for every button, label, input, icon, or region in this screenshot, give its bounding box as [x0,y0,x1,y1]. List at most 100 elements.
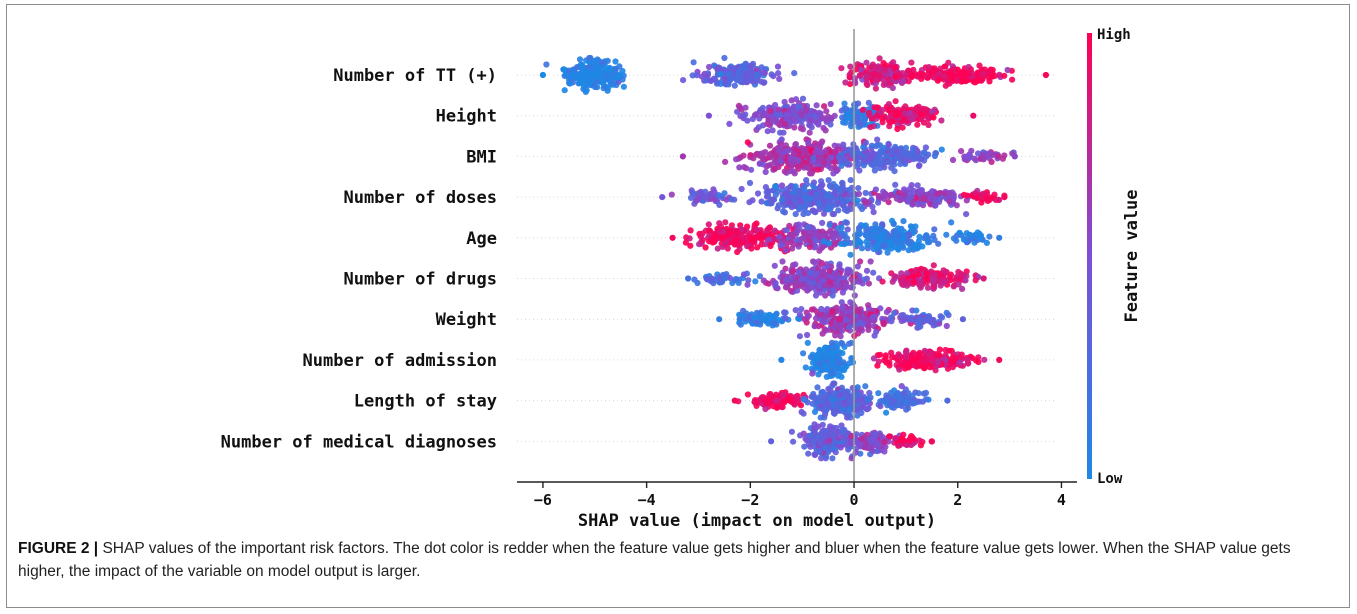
shap-dot [847,81,854,88]
shap-dot [943,322,950,330]
shap-dot [883,309,891,316]
shap-dot [979,153,987,160]
shap-dot [923,355,931,362]
shap-dot [918,116,925,123]
shap-dot [799,235,806,242]
shap-dot [748,166,755,173]
shap-dot [808,306,816,313]
shap-dot [864,242,871,249]
shap-dot [756,232,763,239]
shap-dot [856,167,863,174]
shap-dot [687,227,694,234]
shap-dot [956,229,963,236]
shap-dot [801,443,808,450]
shap-dot [748,236,755,243]
shap-dot [773,397,780,404]
shap-dot [893,148,900,155]
shap-dot [841,241,848,248]
shap-dot [858,409,865,417]
shap-dot [600,85,607,92]
shap-dot [905,78,912,85]
shap-dot [823,400,831,407]
shap-dot [913,355,921,362]
shap-dot [989,151,996,159]
shap-dot [934,190,941,197]
shap-dot [565,76,573,83]
shap-dot-extreme [996,234,1003,241]
shap-dot [777,140,785,147]
shap-dot [773,159,780,166]
shap-dot [942,346,949,354]
shap-dot [860,144,867,151]
shap-dot [799,276,807,283]
shap-dot [904,151,911,158]
shap-dot [825,385,832,392]
shap-dot [822,307,830,315]
shap-dot [974,77,982,84]
shap-dot [902,73,910,80]
shap-dot [759,155,767,162]
shap-dot [778,182,786,189]
shap-dot [890,158,897,165]
shap-dot [600,77,607,84]
shap-dot [866,153,873,160]
shap-dot [818,191,826,198]
shap-dot [804,331,811,339]
shap-dot [896,189,903,196]
shap-dot [943,231,950,238]
shap-dot [966,232,974,239]
shap-dot [776,233,783,240]
shap-dot [854,306,862,313]
shap-dot [931,226,938,233]
shap-dot [821,103,828,110]
shap-dot [810,179,818,186]
shap-dot [854,263,861,270]
shap-dot [962,277,969,284]
shap-dot [935,240,942,247]
shap-dot [585,64,592,71]
shap-dot [735,102,743,109]
shap-dot [895,390,902,397]
shap-dot [865,99,872,106]
shap-dot [972,277,979,284]
shap-dot [899,124,906,131]
shap-dot [891,273,898,280]
shap-dot [836,263,843,270]
shap-dot [984,197,991,204]
shap-dot [956,359,963,366]
shap-dot [811,429,819,436]
shap-dot [744,391,752,398]
shap-dot [959,69,966,76]
shap-dot [776,75,783,82]
shap-dot [846,308,853,315]
shap-dots [539,54,1049,462]
shap-dot [781,98,788,106]
shap-dot [906,239,914,246]
shap-dot [930,114,937,121]
shap-dot [855,185,862,192]
shap-dot [894,125,901,133]
shap-dot [908,182,915,189]
shap-dot [888,349,895,356]
shap-dot [863,80,870,87]
shap-dot [740,112,747,119]
shap-dot [949,358,956,365]
shap-dot [894,401,901,409]
shap-dot [606,76,613,84]
shap-dot [845,324,852,331]
shap-dot [908,358,915,365]
shap-dot [871,167,879,174]
shap-dot [932,202,939,209]
shap-dot [863,59,870,66]
shap-dot [690,190,697,197]
shap-dot [769,196,776,203]
shap-dot [740,152,747,159]
shap-dot [833,322,840,330]
shap-dot [707,77,715,84]
shap-dot [936,320,943,327]
shap-dot [829,455,836,462]
shap-dot [862,139,870,146]
shap-dot [823,108,830,115]
shap-dot [830,410,838,417]
shap-dot [856,72,863,79]
